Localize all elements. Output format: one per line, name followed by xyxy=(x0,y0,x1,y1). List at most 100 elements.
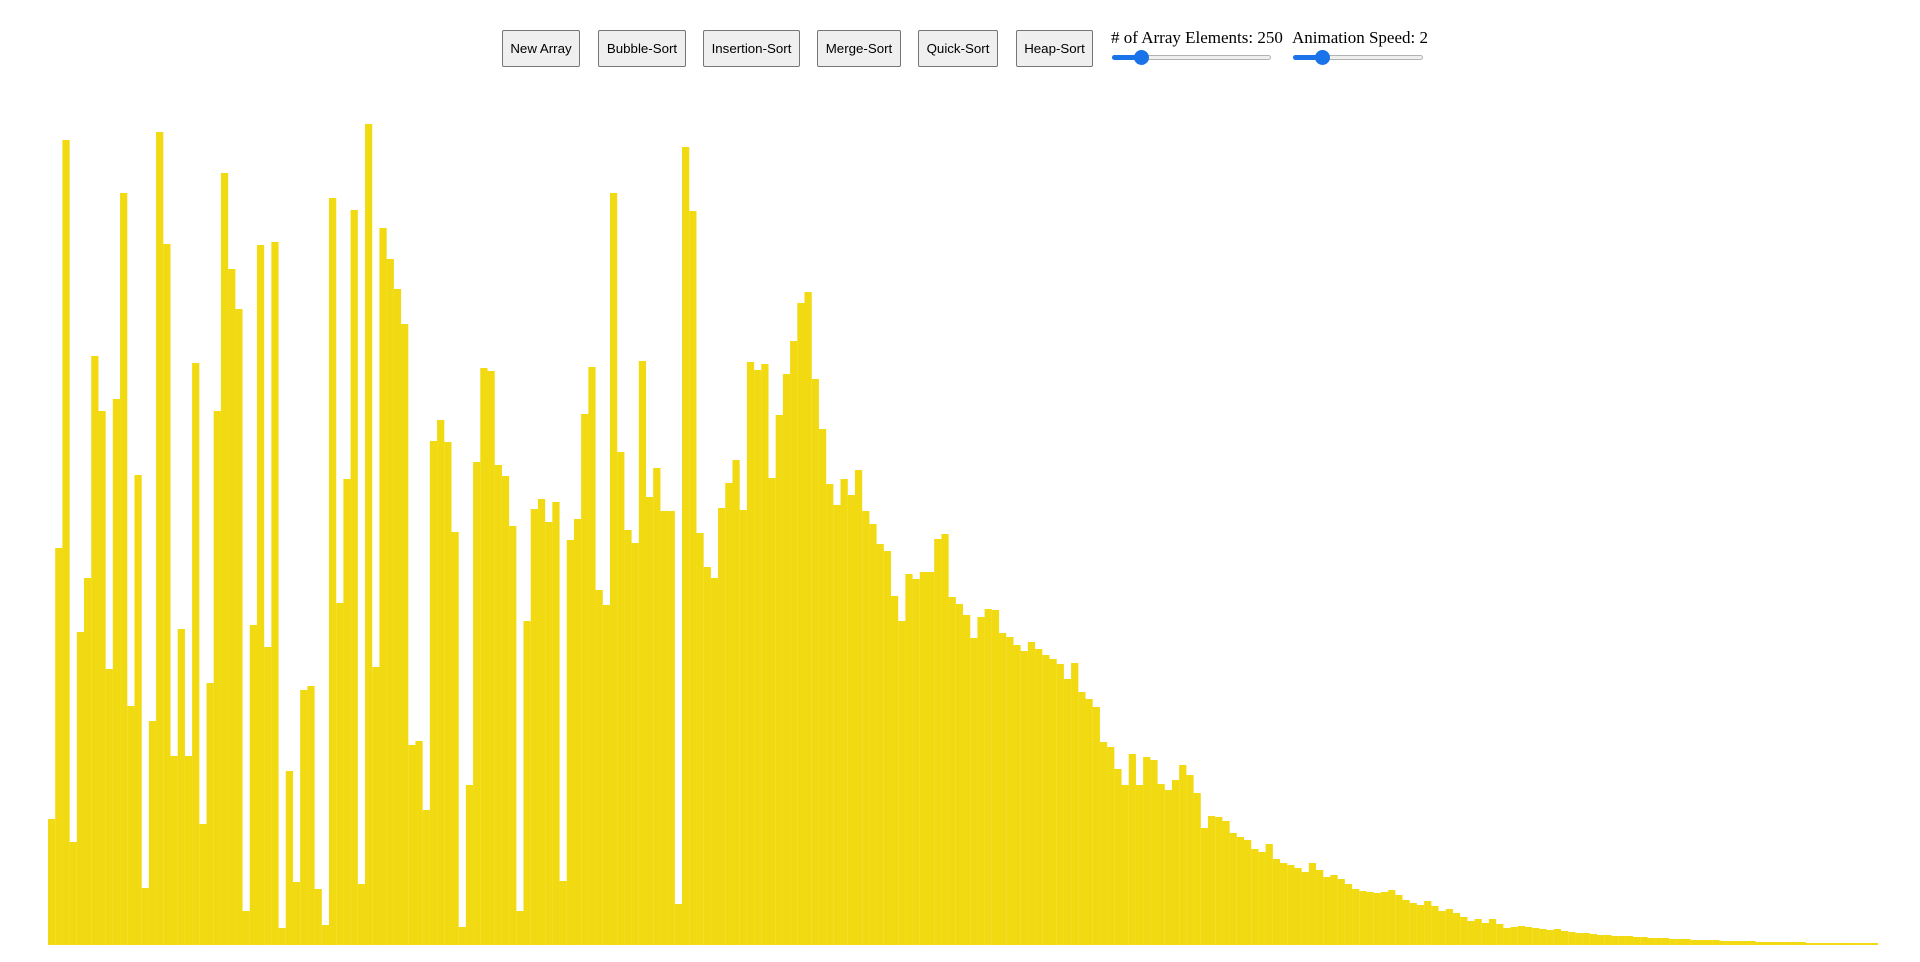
array-bar xyxy=(1460,917,1468,945)
insertion-sort-button[interactable]: Insertion-Sort xyxy=(703,30,800,67)
array-bar xyxy=(1308,863,1317,945)
array-bar xyxy=(1078,692,1086,945)
array-bar xyxy=(1438,911,1446,945)
merge-sort-button[interactable]: Merge-Sort xyxy=(817,30,901,67)
array-bar xyxy=(898,621,906,945)
array-size-label: # of Array Elements: 250 xyxy=(1111,28,1283,47)
array-bar xyxy=(826,484,834,945)
array-bar xyxy=(991,610,1000,945)
array-bar xyxy=(1099,742,1108,945)
array-bar xyxy=(1200,828,1209,945)
array-bar xyxy=(941,534,949,945)
array-bar xyxy=(552,502,560,945)
array-bar xyxy=(192,363,200,945)
array-bar xyxy=(69,842,77,945)
array-bar xyxy=(588,367,596,945)
array-bar xyxy=(343,479,351,945)
array-bar xyxy=(617,452,625,945)
array-bar xyxy=(393,289,402,945)
array-bar xyxy=(1107,747,1115,945)
array-bar xyxy=(235,309,243,945)
array-bar xyxy=(300,690,308,945)
array-bar xyxy=(1532,928,1540,945)
array-bar xyxy=(76,632,85,945)
array-bar xyxy=(465,785,474,945)
array-bar xyxy=(1856,943,1864,945)
array-bar xyxy=(55,548,63,945)
array-bar xyxy=(314,889,322,945)
array-bar xyxy=(494,465,502,945)
array-bar xyxy=(473,462,481,945)
array-bar xyxy=(1503,928,1511,945)
array-bar xyxy=(602,605,611,945)
array-bar xyxy=(624,530,632,945)
array-bar xyxy=(1496,924,1504,945)
array-bar xyxy=(1661,938,1670,945)
array-bar xyxy=(1121,785,1129,945)
array-bar xyxy=(1669,939,1677,945)
array-bar xyxy=(1524,927,1533,945)
array-bar xyxy=(1510,927,1518,945)
array-bar xyxy=(1805,943,1814,945)
array-bar xyxy=(1020,651,1028,945)
array-bar xyxy=(285,771,294,945)
array-bar xyxy=(1445,909,1453,945)
array-bar xyxy=(674,904,683,945)
array-bar xyxy=(1841,943,1850,945)
array-bar xyxy=(1359,891,1367,945)
array-bar xyxy=(862,511,870,945)
array-bar xyxy=(1575,933,1583,945)
array-bar xyxy=(1834,943,1843,945)
array-bar xyxy=(667,511,675,945)
array-bar xyxy=(91,356,99,945)
array-bar xyxy=(1287,865,1295,945)
array-bar xyxy=(1388,890,1396,945)
array-size-slider[interactable] xyxy=(1112,50,1271,65)
array-bar xyxy=(292,882,301,945)
array-bar xyxy=(480,368,488,945)
array-bar xyxy=(718,508,726,945)
array-bar xyxy=(1654,938,1662,945)
array-bar xyxy=(1633,937,1641,945)
array-bar xyxy=(890,596,899,945)
array-bar xyxy=(804,292,812,945)
array-bar xyxy=(1762,942,1770,945)
array-bar xyxy=(242,911,250,945)
array-bar xyxy=(1150,760,1158,945)
array-bar xyxy=(1280,863,1288,945)
new-array-button[interactable]: New Array xyxy=(502,30,580,67)
array-bar xyxy=(1640,937,1648,945)
array-bar xyxy=(451,532,459,945)
array-bar xyxy=(725,483,733,945)
toolbar: New Array Bubble-Sort Insertion-Sort Mer… xyxy=(0,0,1920,80)
array-bar xyxy=(1755,942,1763,945)
array-size-slider-thumb[interactable] xyxy=(1134,50,1149,65)
array-bar xyxy=(1171,780,1180,945)
array-bar xyxy=(1114,769,1122,945)
array-bar xyxy=(1071,663,1079,945)
array-bar xyxy=(999,633,1007,945)
array-bar xyxy=(1092,707,1100,945)
array-bar xyxy=(1373,893,1381,945)
array-bar xyxy=(869,524,877,945)
array-bar xyxy=(840,479,848,945)
array-bar xyxy=(444,442,452,945)
heap-sort-button[interactable]: Heap-Sort xyxy=(1016,30,1093,67)
array-bar xyxy=(1597,935,1605,945)
array-bar xyxy=(1488,919,1497,945)
array-bar xyxy=(703,567,711,945)
array-bar xyxy=(811,379,819,945)
array-bar xyxy=(1027,642,1036,945)
array-bar xyxy=(1416,905,1425,945)
array-bar xyxy=(1697,940,1706,945)
bubble-sort-button[interactable]: Bubble-Sort xyxy=(598,30,686,67)
quick-sort-button[interactable]: Quick-Sort xyxy=(918,30,998,67)
animation-speed-label: Animation Speed: 2 xyxy=(1292,28,1428,47)
array-bar xyxy=(84,578,92,945)
array-bar xyxy=(1481,923,1489,945)
animation-speed-slider-thumb[interactable] xyxy=(1315,50,1330,65)
array-bar xyxy=(1049,659,1057,945)
animation-speed-slider[interactable] xyxy=(1293,50,1423,65)
array-bar xyxy=(1366,892,1374,945)
array-bar xyxy=(782,374,791,945)
